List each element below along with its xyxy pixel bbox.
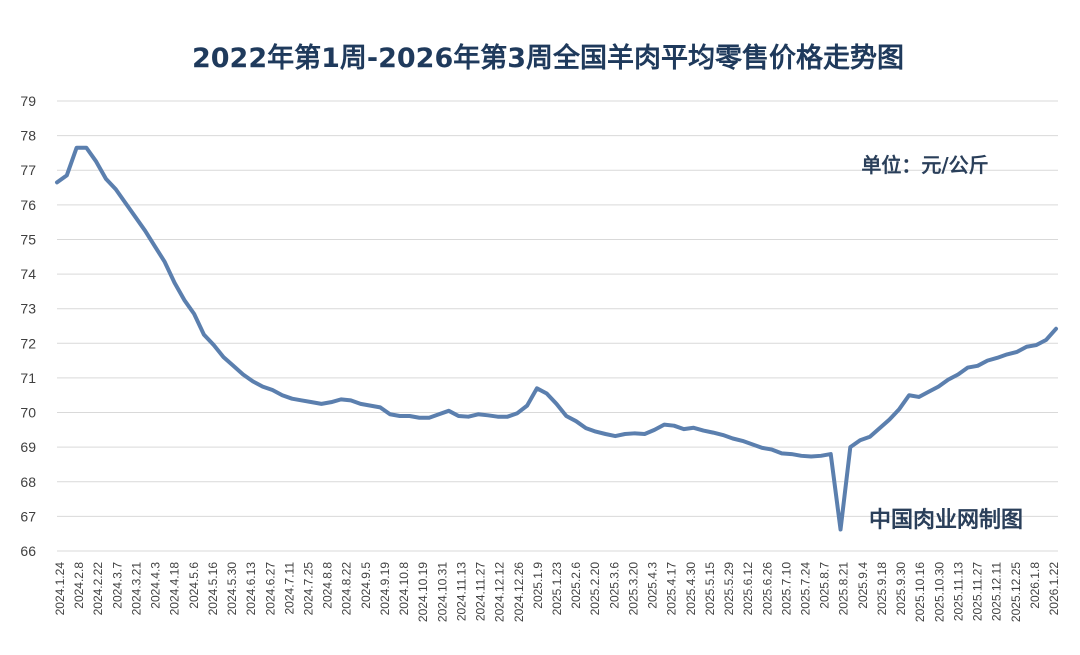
y-tick-label: 68 bbox=[20, 474, 36, 490]
x-tick-label: 2024.8.8 bbox=[321, 562, 335, 609]
y-tick-label: 72 bbox=[20, 335, 36, 351]
grid-lines bbox=[57, 100, 1058, 552]
x-tick-label: 2025.6.26 bbox=[760, 562, 774, 616]
x-tick-label: 2024.1.24 bbox=[53, 562, 67, 616]
x-tick-label: 2024.5.6 bbox=[187, 562, 201, 609]
x-tick-label: 2024.4.18 bbox=[168, 562, 182, 616]
x-tick-label: 2025.8.21 bbox=[837, 562, 851, 616]
y-tick-label: 70 bbox=[20, 405, 36, 421]
unit-label: 单位：元/公斤 bbox=[861, 153, 988, 177]
x-tick-label: 2024.12.12 bbox=[493, 562, 507, 622]
x-tick-label: 2024.10.8 bbox=[397, 562, 411, 616]
x-tick-label: 2024.11.27 bbox=[474, 562, 488, 621]
source-label: 中国肉业网制图 bbox=[869, 508, 1023, 533]
x-tick-label: 2025.1.23 bbox=[550, 562, 564, 616]
x-tick-label: 2024.5.16 bbox=[206, 562, 220, 616]
x-tick-label: 2025.2.6 bbox=[569, 562, 583, 609]
series-layer bbox=[55, 145, 1058, 532]
x-tick-label: 2024.7.11 bbox=[282, 562, 296, 615]
x-axis-ticks: 2024.1.24 2024.2.8 2024.2.22 2024.3.7 2024.3… bbox=[53, 562, 1061, 622]
y-tick-label: 78 bbox=[20, 128, 36, 144]
x-tick-label: 2025.3.6 bbox=[607, 562, 621, 609]
chart-title: 2022年第1周-2026年第3周全国羊肉平均零售价格走势图 bbox=[192, 42, 904, 74]
x-tick-label: 2025.3.20 bbox=[626, 562, 640, 616]
x-tick-label: 2024.6.27 bbox=[263, 562, 277, 616]
x-tick-label: 2025.5.15 bbox=[703, 562, 717, 616]
y-tick-label: 66 bbox=[20, 543, 36, 559]
x-tick-label: 2024.2.8 bbox=[72, 562, 86, 609]
x-tick-label: 2024.7.25 bbox=[302, 562, 316, 616]
x-tick-label: 2024.9.19 bbox=[378, 562, 392, 616]
x-tick-label: 2025.12.25 bbox=[1009, 562, 1023, 622]
x-tick-label: 2026.1.22 bbox=[1047, 562, 1061, 616]
x-tick-label: 2025.2.20 bbox=[588, 562, 602, 616]
y-tick-label: 79 bbox=[20, 93, 36, 109]
x-tick-label: 2025.4.30 bbox=[684, 562, 698, 616]
y-tick-label: 73 bbox=[20, 301, 36, 317]
y-tick-label: 67 bbox=[20, 508, 36, 524]
x-tick-label: 2024.6.13 bbox=[244, 562, 258, 616]
x-tick-label: 2024.4.3 bbox=[149, 562, 163, 609]
x-tick-label: 2024.5.30 bbox=[225, 562, 239, 616]
series-line bbox=[55, 145, 1058, 532]
y-tick-label: 71 bbox=[20, 370, 36, 386]
y-axis-ticks: 79 78 77 76 75 74 73 72 71 70 69 68 67 66 bbox=[20, 93, 36, 559]
x-tick-label: 2024.9.5 bbox=[359, 562, 373, 609]
x-tick-label: 2025.10.16 bbox=[913, 562, 927, 622]
y-tick-label: 77 bbox=[20, 162, 36, 178]
x-tick-label: 2025.9.30 bbox=[894, 562, 908, 616]
x-tick-label: 2026.1.8 bbox=[1028, 562, 1042, 609]
x-tick-label: 2024.11.13 bbox=[454, 562, 468, 621]
x-tick-label: 2024.10.19 bbox=[416, 562, 430, 622]
y-tick-label: 76 bbox=[20, 197, 36, 213]
x-tick-label: 2024.3.21 bbox=[129, 562, 143, 616]
x-tick-label: 2025.8.7 bbox=[818, 562, 832, 609]
x-tick-label: 2025.11.27 bbox=[971, 562, 985, 621]
y-tick-label: 75 bbox=[20, 231, 36, 247]
x-tick-label: 2024.2.22 bbox=[91, 562, 105, 616]
x-tick-label: 2025.9.18 bbox=[875, 562, 889, 616]
x-tick-label: 2025.9.4 bbox=[856, 562, 870, 609]
x-tick-label: 2025.5.29 bbox=[722, 562, 736, 616]
x-tick-label: 2025.1.9 bbox=[531, 562, 545, 609]
x-tick-label: 2024.12.26 bbox=[512, 562, 526, 622]
x-tick-label: 2025.4.3 bbox=[646, 562, 660, 609]
x-tick-label: 2025.10.30 bbox=[932, 562, 946, 622]
x-tick-label: 2025.12.11 bbox=[990, 562, 1004, 621]
x-tick-label: 2025.4.17 bbox=[665, 562, 679, 616]
y-tick-label: 69 bbox=[20, 439, 36, 455]
x-tick-label: 2025.7.10 bbox=[779, 562, 793, 616]
x-tick-label: 2024.3.7 bbox=[110, 562, 124, 609]
x-tick-label: 2024.8.22 bbox=[340, 562, 354, 616]
x-tick-label: 2024.10.31 bbox=[435, 562, 449, 622]
x-tick-label: 2025.7.24 bbox=[799, 562, 813, 616]
y-tick-label: 74 bbox=[20, 266, 36, 282]
x-tick-label: 2025.6.12 bbox=[741, 562, 755, 616]
x-tick-label: 2025.11.13 bbox=[951, 562, 965, 621]
